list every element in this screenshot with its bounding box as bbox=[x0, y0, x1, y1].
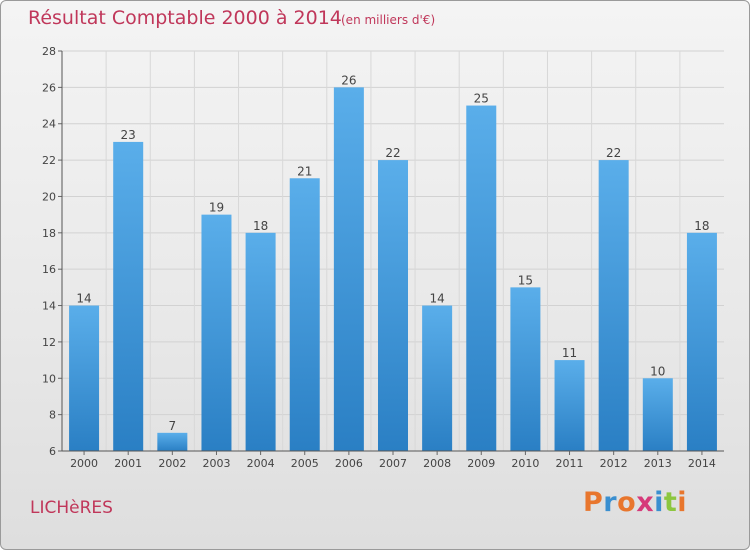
x-tick-label-2003: 2003 bbox=[202, 457, 230, 470]
y-tick-label-10: 10 bbox=[42, 372, 56, 385]
value-label-2008: 14 bbox=[429, 292, 444, 306]
value-label-2011: 11 bbox=[562, 346, 577, 360]
logo-letter: t bbox=[663, 487, 678, 518]
x-tick-label-2010: 2010 bbox=[511, 457, 539, 470]
commune-name: LICHèRES bbox=[30, 498, 113, 518]
x-tick-label-2011: 2011 bbox=[556, 457, 584, 470]
value-label-2002: 7 bbox=[169, 419, 177, 433]
proxiti-logo[interactable]: Proxiti bbox=[583, 487, 687, 518]
bar-2003 bbox=[201, 214, 232, 451]
y-tick-label-22: 22 bbox=[42, 154, 56, 167]
y-tick-label-12: 12 bbox=[42, 336, 56, 349]
x-tick-label-2001: 2001 bbox=[114, 457, 142, 470]
bar-2012 bbox=[598, 160, 629, 451]
x-tick-label-2002: 2002 bbox=[158, 457, 186, 470]
logo-letter: i bbox=[677, 487, 688, 518]
value-label-2010: 15 bbox=[518, 273, 533, 287]
bar-2011 bbox=[554, 360, 585, 451]
x-tick-label-2005: 2005 bbox=[291, 457, 319, 470]
value-label-2006: 26 bbox=[341, 73, 356, 87]
logo-letter: x bbox=[636, 487, 655, 518]
chart-subtitle: (en milliers d'€) bbox=[341, 13, 436, 27]
x-tick-label-2006: 2006 bbox=[335, 457, 363, 470]
y-tick-label-20: 20 bbox=[42, 190, 56, 203]
bar-2014 bbox=[686, 232, 717, 451]
value-label-2004: 18 bbox=[253, 219, 268, 233]
x-tick-label-2004: 2004 bbox=[247, 457, 275, 470]
bar-2007 bbox=[378, 160, 408, 451]
y-tick-label-6: 6 bbox=[49, 445, 56, 458]
logo-letter: P bbox=[583, 487, 604, 518]
value-label-2000: 14 bbox=[76, 292, 91, 306]
y-tick-label-14: 14 bbox=[42, 300, 56, 313]
x-tick-label-2000: 2000 bbox=[70, 457, 98, 470]
bar-2010 bbox=[510, 287, 541, 451]
x-tick-label-2012: 2012 bbox=[600, 457, 628, 470]
value-label-2012: 22 bbox=[606, 146, 621, 160]
x-tick-label-2007: 2007 bbox=[379, 457, 407, 470]
value-label-2014: 18 bbox=[694, 219, 709, 233]
y-tick-label-26: 26 bbox=[42, 81, 56, 94]
y-tick-label-18: 18 bbox=[42, 227, 56, 240]
value-label-2009: 25 bbox=[474, 92, 489, 106]
bar-2001 bbox=[113, 141, 144, 451]
bar-2004 bbox=[245, 232, 276, 451]
chart-title: Résultat Comptable 2000 à 2014 bbox=[28, 7, 342, 29]
value-label-2005: 21 bbox=[297, 164, 312, 178]
x-tick-label-2013: 2013 bbox=[644, 457, 672, 470]
y-tick-label-24: 24 bbox=[42, 118, 56, 131]
x-tick-label-2009: 2009 bbox=[467, 457, 495, 470]
y-tick-label-16: 16 bbox=[42, 263, 56, 276]
value-label-2001: 23 bbox=[121, 128, 136, 142]
bar-2008 bbox=[422, 305, 453, 451]
bar-2005 bbox=[289, 178, 320, 452]
bar-2013 bbox=[642, 378, 673, 451]
bar-2002 bbox=[157, 432, 188, 451]
logo-letter: i bbox=[654, 487, 664, 518]
y-tick-label-8: 8 bbox=[49, 409, 56, 422]
x-tick-label-2008: 2008 bbox=[423, 457, 451, 470]
y-tick-label-28: 28 bbox=[42, 45, 56, 58]
bar-2006 bbox=[333, 87, 364, 451]
bar-2009 bbox=[466, 105, 497, 451]
value-label-2013: 10 bbox=[650, 364, 665, 378]
logo-letter: r bbox=[603, 487, 618, 518]
bar-2000 bbox=[69, 305, 100, 451]
value-label-2007: 22 bbox=[385, 146, 400, 160]
logo-letter: o bbox=[617, 487, 637, 518]
x-tick-label-2014: 2014 bbox=[688, 457, 716, 470]
value-label-2003: 19 bbox=[209, 201, 224, 215]
